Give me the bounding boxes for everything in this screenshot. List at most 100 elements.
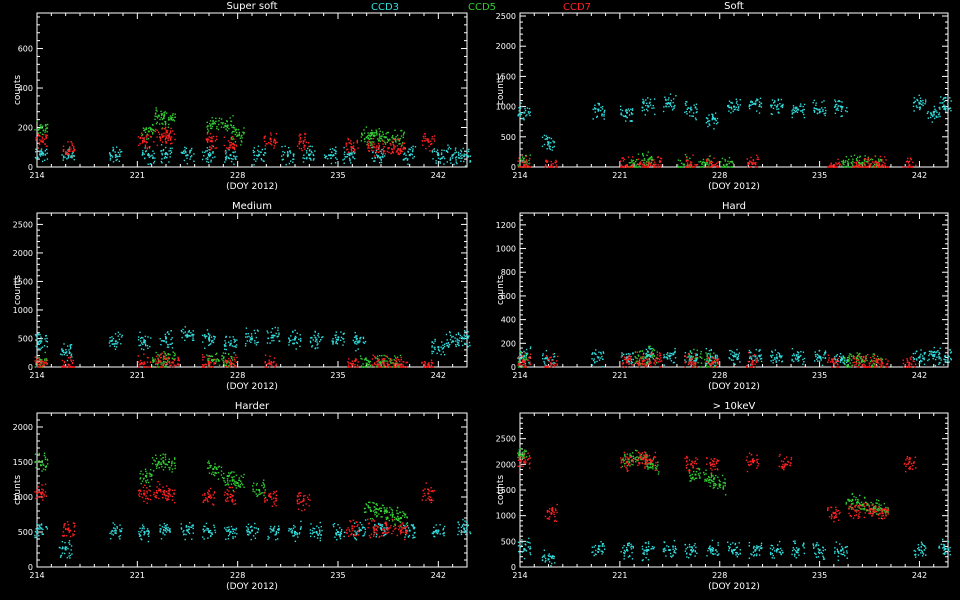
- data-dot: [256, 341, 258, 344]
- data-dot: [210, 127, 212, 130]
- data-point: [847, 360, 850, 363]
- data-dot: [397, 359, 400, 361]
- data-dot: [370, 142, 372, 145]
- data-dot: [775, 361, 777, 363]
- data-dot: [706, 360, 708, 362]
- data-dot: [171, 337, 173, 339]
- data-dot: [157, 366, 159, 368]
- data-dot: [837, 364, 839, 366]
- data-dot: [836, 103, 838, 106]
- data-point: [186, 154, 189, 157]
- data-dot: [201, 334, 204, 337]
- data-dot: [112, 343, 115, 345]
- data-dot: [709, 155, 711, 157]
- data-dot: [620, 164, 623, 166]
- data-dot: [638, 351, 641, 353]
- data-dot: [447, 144, 449, 146]
- data-dot: [840, 358, 843, 360]
- data-dot: [152, 128, 154, 131]
- data-dot: [144, 341, 146, 344]
- data-dot: [391, 140, 393, 143]
- data-dot: [366, 141, 369, 143]
- data-dot: [872, 355, 874, 358]
- data-dot: [275, 363, 277, 365]
- data-dot: [642, 153, 644, 156]
- data-dot: [61, 154, 63, 156]
- data-dot: [601, 105, 604, 108]
- data-dot: [598, 104, 601, 106]
- data-dot: [69, 347, 72, 350]
- data-dot: [362, 336, 365, 339]
- data-dot: [749, 364, 752, 366]
- data-dot: [552, 359, 554, 361]
- data-dot: [525, 160, 527, 162]
- data-point: [550, 363, 553, 366]
- data-dot: [189, 152, 191, 154]
- data-dot: [450, 147, 452, 150]
- data-dot: [706, 360, 708, 363]
- data-dot: [552, 140, 554, 142]
- data-dot: [705, 121, 708, 124]
- data-dot: [684, 366, 686, 368]
- data-dot: [523, 350, 525, 353]
- data-dot: [699, 356, 702, 358]
- data-dot: [427, 363, 429, 365]
- data-dot: [930, 353, 933, 355]
- data-dot: [670, 360, 673, 362]
- data-dot: [292, 158, 294, 161]
- data-dot: [461, 337, 464, 340]
- data-dot: [380, 152, 383, 154]
- data-dot: [832, 164, 834, 167]
- data-dot: [235, 346, 237, 348]
- data-dot: [39, 349, 41, 351]
- data-dot: [202, 356, 204, 358]
- data-dot: [526, 353, 529, 356]
- data-dot: [551, 359, 553, 362]
- data-dot: [160, 363, 163, 366]
- data-dot: [164, 358, 167, 361]
- data-dot: [271, 337, 274, 339]
- data-dot: [189, 158, 191, 160]
- data-dot: [149, 128, 152, 131]
- data-dot: [932, 357, 934, 360]
- data-dot: [208, 139, 210, 141]
- data-dot: [158, 133, 161, 136]
- data-dot: [394, 355, 396, 357]
- data-dot: [447, 346, 450, 348]
- data-dot: [167, 360, 169, 362]
- data-dot: [39, 135, 41, 137]
- data-point: [165, 337, 167, 340]
- x-tick-label: 228: [712, 171, 727, 180]
- data-dot: [440, 346, 442, 348]
- data-dot: [660, 357, 662, 359]
- data-dot: [712, 116, 714, 118]
- data-dot: [225, 336, 227, 339]
- data-dot: [161, 340, 164, 342]
- data-dot: [371, 157, 373, 160]
- data-dot: [376, 148, 378, 151]
- data-dot: [717, 358, 719, 360]
- data-dot: [884, 162, 886, 164]
- data-dot: [411, 153, 413, 156]
- data-dot: [382, 140, 384, 142]
- data-dot: [71, 155, 73, 158]
- data-dot: [736, 358, 738, 360]
- data-dot: [109, 154, 112, 156]
- data-dot: [919, 108, 921, 111]
- data-dot: [39, 132, 41, 134]
- data-dot: [852, 166, 854, 168]
- data-dot: [161, 118, 164, 121]
- data-dot: [912, 102, 915, 104]
- data-dot: [620, 351, 623, 354]
- data-dot: [44, 351, 46, 354]
- data-dot: [818, 111, 821, 113]
- data-dot: [728, 104, 730, 107]
- data-dot: [628, 360, 630, 363]
- data-dot: [834, 362, 837, 364]
- data-dot: [707, 125, 709, 128]
- data-dot: [349, 159, 351, 161]
- data-dot: [524, 154, 527, 157]
- data-dot: [170, 330, 172, 332]
- data-dot: [37, 128, 39, 130]
- data-dot: [42, 363, 45, 365]
